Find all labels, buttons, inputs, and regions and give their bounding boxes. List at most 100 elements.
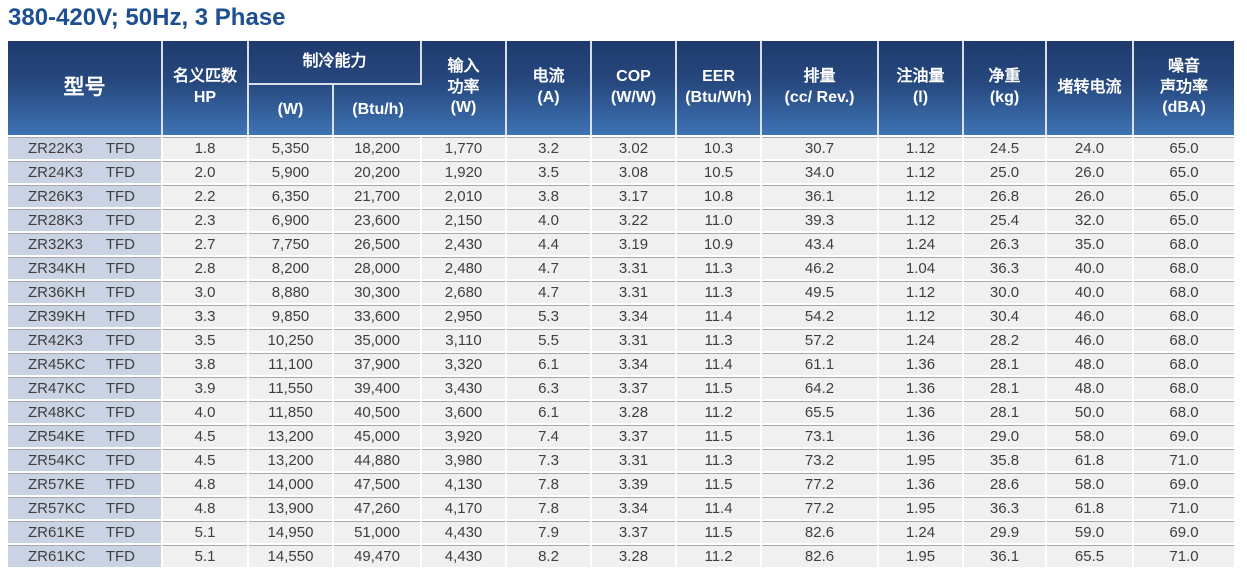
model-code: ZR39KH (28, 307, 86, 325)
cell-current: 7.3 (507, 447, 593, 471)
cell-cooling_w: 13,900 (249, 495, 334, 519)
cell-cooling_btu: 37,900 (334, 351, 423, 375)
cell-net_weight: 28.1 (964, 351, 1048, 375)
cell-model: ZR54KE TFD (8, 423, 163, 447)
cell-net_weight: 36.1 (964, 543, 1048, 567)
cell-model: ZR48KC TFD (8, 399, 163, 423)
cell-model: ZR34KH TFD (8, 255, 163, 279)
cell-cooling_btu: 20,200 (334, 159, 423, 183)
cell-cop: 3.19 (592, 231, 678, 255)
model-code: ZR57KC (28, 499, 86, 517)
cell-locked_rotor: 26.0 (1047, 159, 1135, 183)
cell-noise: 65.0 (1134, 183, 1235, 207)
cell-hp: 4.5 (163, 447, 249, 471)
cell-eer: 11.3 (677, 447, 763, 471)
cell-current: 3.2 (507, 135, 593, 159)
cell-eer: 10.9 (677, 231, 763, 255)
model-variant: TFD (105, 283, 135, 301)
cell-noise: 71.0 (1134, 495, 1235, 519)
cell-cooling_btu: 28,000 (334, 255, 423, 279)
cell-input_power: 2,430 (422, 231, 508, 255)
cell-cooling_btu: 40,500 (334, 399, 423, 423)
model-code: ZR26K3 (28, 187, 84, 205)
cell-locked_rotor: 48.0 (1047, 375, 1135, 399)
cell-cooling_w: 10,250 (249, 327, 334, 351)
cell-hp: 4.8 (163, 471, 249, 495)
cell-model: ZR28K3 TFD (8, 207, 163, 231)
cell-model: ZR61KC TFD (8, 543, 163, 567)
cell-net_weight: 28.1 (964, 399, 1048, 423)
cell-net_weight: 29.0 (964, 423, 1048, 447)
table-row: ZR34KH TFD 2.8 8,200 28,000 2,480 4.7 3.31 11.3 4… (8, 255, 1235, 279)
cell-oil_charge: 1.12 (879, 135, 965, 159)
table-row: ZR32K3 TFD 2.7 7,750 26,500 2,430 4.4 3.19 10.9 4… (8, 231, 1235, 255)
cell-model: ZR47KC TFD (8, 375, 163, 399)
cell-current: 7.8 (507, 495, 593, 519)
cell-hp: 4.0 (163, 399, 249, 423)
cell-oil_charge: 1.36 (879, 375, 965, 399)
cell-noise: 68.0 (1134, 399, 1235, 423)
cell-cooling_btu: 21,700 (334, 183, 423, 207)
cell-cop: 3.31 (592, 447, 678, 471)
cell-hp: 3.3 (163, 303, 249, 327)
cell-displacement: 57.2 (762, 327, 880, 351)
cell-displacement: 39.3 (762, 207, 880, 231)
cell-noise: 68.0 (1134, 375, 1235, 399)
model-variant: TFD (105, 451, 135, 469)
col-header-displacement: 排量 (cc/ Rev.) (762, 41, 880, 135)
col-header-eer: EER (Btu/Wh) (677, 41, 763, 135)
cell-eer: 11.0 (677, 207, 763, 231)
table-row: ZR54KE TFD 4.5 13,200 45,000 3,920 7.4 3.37 11.5… (8, 423, 1235, 447)
cell-noise: 69.0 (1134, 423, 1235, 447)
compressor-spec-table: 型号 名义匹数 HP 制冷能力 输入 功率 (W) 电流 (A) COP (W/… (8, 41, 1235, 567)
cell-current: 7.4 (507, 423, 593, 447)
cell-displacement: 54.2 (762, 303, 880, 327)
cell-oil_charge: 1.95 (879, 543, 965, 567)
model-code: ZR36KH (28, 283, 86, 301)
cell-oil_charge: 1.12 (879, 159, 965, 183)
cell-input_power: 2,150 (422, 207, 508, 231)
cell-current: 3.8 (507, 183, 593, 207)
cell-cooling_w: 13,200 (249, 423, 334, 447)
model-code: ZR45KC (28, 355, 86, 373)
cell-cooling_w: 9,850 (249, 303, 334, 327)
col-header-hp: 名义匹数 HP (163, 41, 249, 135)
cell-input_power: 2,680 (422, 279, 508, 303)
cell-noise: 68.0 (1134, 351, 1235, 375)
header-row-top: 型号 名义匹数 HP 制冷能力 输入 功率 (W) 电流 (A) COP (W/… (8, 41, 1234, 135)
cell-cooling_w: 6,350 (249, 183, 334, 207)
model-variant: TFD (105, 379, 135, 397)
cell-current: 4.0 (507, 207, 593, 231)
cell-oil_charge: 1.95 (879, 495, 965, 519)
col-header-net-weight: 净重 (kg) (964, 41, 1048, 135)
cell-net_weight: 30.4 (964, 303, 1048, 327)
model-variant: TFD (105, 211, 135, 229)
cell-eer: 11.4 (677, 495, 763, 519)
model-variant: TFD (105, 499, 135, 517)
cell-locked_rotor: 46.0 (1047, 327, 1135, 351)
col-header-cooling-w: (W) (249, 85, 334, 135)
cell-input_power: 3,320 (422, 351, 508, 375)
cell-eer: 11.2 (677, 399, 763, 423)
model-code: ZR34KH (28, 259, 86, 277)
cell-oil_charge: 1.04 (879, 255, 965, 279)
model-variant: TFD (105, 403, 135, 421)
table-header: 型号 名义匹数 HP 制冷能力 输入 功率 (W) 电流 (A) COP (W/… (8, 41, 1235, 135)
cell-net_weight: 25.0 (964, 159, 1048, 183)
cell-cooling_w: 11,850 (249, 399, 334, 423)
model-code: ZR54KE (28, 427, 85, 445)
cell-cop: 3.02 (592, 135, 678, 159)
cell-oil_charge: 1.12 (879, 279, 965, 303)
cell-hp: 3.0 (163, 279, 249, 303)
table-row: ZR57KC TFD 4.8 13,900 47,260 4,170 7.8 3.34 11.4… (8, 495, 1235, 519)
cell-cooling_btu: 33,600 (334, 303, 423, 327)
cell-model: ZR26K3 TFD (8, 183, 163, 207)
cell-noise: 65.0 (1134, 135, 1235, 159)
cell-current: 7.9 (507, 519, 593, 543)
model-variant: TFD (105, 547, 135, 565)
cell-locked_rotor: 35.0 (1047, 231, 1135, 255)
cell-input_power: 3,110 (422, 327, 508, 351)
cell-input_power: 4,430 (422, 543, 508, 567)
table-row: ZR61KC TFD 5.1 14,550 49,470 4,430 8.2 3.28 11.2… (8, 543, 1235, 567)
